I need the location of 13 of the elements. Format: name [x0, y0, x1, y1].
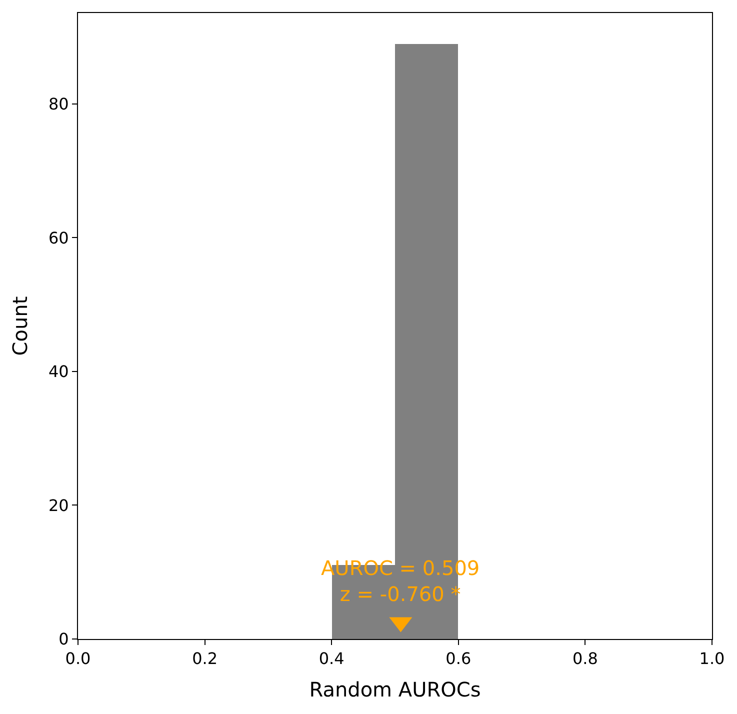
y-tick-label: 20 [48, 496, 69, 515]
y-tick-label: 60 [48, 228, 69, 248]
x-tick-label: 1.0 [699, 649, 725, 668]
x-axis-title: Random AUROCs [309, 678, 481, 702]
y-axis-title: Count [8, 296, 32, 356]
x-tick-label: 0.0 [65, 649, 91, 668]
x-tick-label: 0.6 [446, 649, 472, 668]
x-tick-label: 0.2 [192, 649, 218, 668]
x-tick-label: 0.4 [318, 649, 344, 668]
y-tick-label: 0 [58, 630, 69, 649]
y-tick-label: 40 [48, 362, 69, 382]
x-tick-label: 0.8 [572, 649, 598, 668]
y-tick-label: 80 [48, 94, 69, 114]
